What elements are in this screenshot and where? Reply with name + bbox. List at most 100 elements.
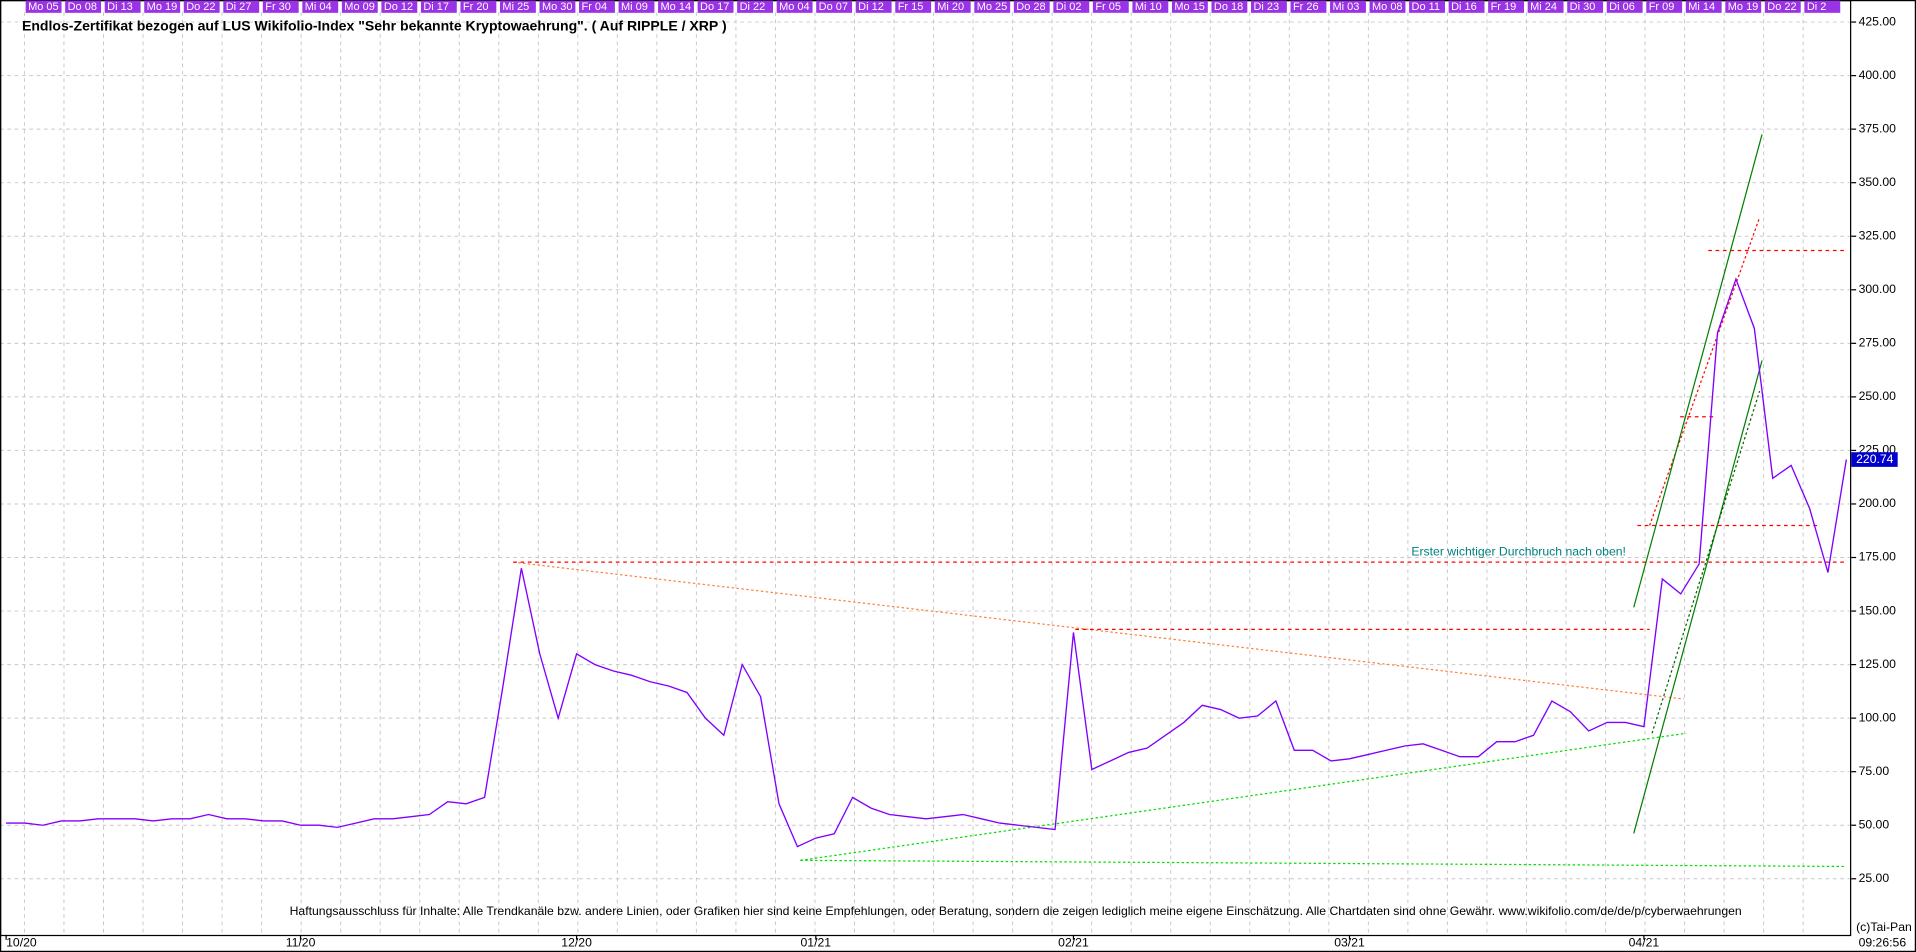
trend-line xyxy=(1649,217,1761,526)
channel-line xyxy=(1651,390,1761,734)
day-label: Mi 09 xyxy=(621,1,648,13)
day-label: Do 18 xyxy=(1214,1,1243,13)
y-tick-label: 275.00 xyxy=(1859,336,1897,350)
day-label: Fr 15 xyxy=(898,1,924,13)
day-label: Di 16 xyxy=(1451,1,1477,13)
day-label-bg xyxy=(974,0,1011,13)
chart-title: Endlos-Zertifikat bezogen auf LUS Wikifo… xyxy=(22,18,727,34)
day-label: Di 27 xyxy=(226,1,252,13)
day-label-bg xyxy=(104,0,141,13)
day-label-bg xyxy=(183,0,220,13)
day-label: Do 22 xyxy=(1767,1,1796,13)
day-label-bg xyxy=(262,0,299,13)
day-label: Fr 26 xyxy=(1293,1,1319,13)
day-label-bg xyxy=(618,0,655,13)
y-tick-label: 200.00 xyxy=(1859,496,1897,510)
day-label-bg xyxy=(1013,0,1050,13)
day-label-bg xyxy=(895,0,932,13)
y-tick-label: 250.00 xyxy=(1859,389,1897,403)
day-label: Di 22 xyxy=(740,1,766,13)
y-tick-label: 375.00 xyxy=(1859,121,1897,135)
day-label-bg xyxy=(1448,0,1485,13)
day-label-bg xyxy=(1725,0,1762,13)
day-label: Mo 14 xyxy=(661,1,692,13)
day-label-bg xyxy=(144,0,181,13)
day-label-bg xyxy=(697,0,734,13)
day-label: Do 07 xyxy=(819,1,848,13)
y-tick-label: 150.00 xyxy=(1859,603,1897,617)
day-label: Di 06 xyxy=(1609,1,1635,13)
day-label-bg xyxy=(420,0,457,13)
day-label-bg xyxy=(1567,0,1604,13)
day-label: Mo 30 xyxy=(542,1,573,13)
day-label-bg xyxy=(1764,0,1801,13)
day-label: Di 12 xyxy=(858,1,884,13)
day-label-bg xyxy=(816,0,853,13)
day-label: Mo 04 xyxy=(779,1,810,13)
last-value-bg xyxy=(1851,452,1898,467)
last-value-label: 220.74 xyxy=(1856,452,1894,466)
y-tick-label: 175.00 xyxy=(1859,550,1897,564)
day-label: Mo 09 xyxy=(344,1,375,13)
day-label: Fr 19 xyxy=(1491,1,1517,13)
day-label-bg xyxy=(1171,0,1208,13)
x-tick-label: 12/20 xyxy=(561,936,592,950)
day-label-bg xyxy=(658,0,694,13)
day-label-bg xyxy=(302,0,339,13)
day-label: Do 08 xyxy=(68,1,97,13)
disclaimer: Haftungsausschluss für Inhalte: Alle Tre… xyxy=(290,904,1742,918)
trend-lines xyxy=(513,134,1848,868)
day-label: Di 02 xyxy=(1056,1,1082,13)
x-tick-label: 11/20 xyxy=(286,936,316,950)
day-label-bg xyxy=(499,0,536,13)
day-label: Do 28 xyxy=(1016,1,1045,13)
day-label-bg xyxy=(460,0,497,13)
y-tick-label: 100.00 xyxy=(1859,710,1897,724)
day-label: Mi 10 xyxy=(1135,1,1162,13)
price-line xyxy=(6,277,1848,848)
grid xyxy=(0,12,1852,935)
day-label-bg xyxy=(1132,0,1169,13)
x-tick-label: 03/21 xyxy=(1334,936,1365,950)
day-label-bg xyxy=(25,0,62,13)
time-label: 09:26:56 xyxy=(1859,936,1907,950)
day-label-bg xyxy=(539,0,576,13)
x-tick-label: 01/21 xyxy=(801,936,832,950)
y-tick-label: 25.00 xyxy=(1859,871,1890,885)
x-tick-label: 02/21 xyxy=(1058,936,1089,950)
day-label: Mi 25 xyxy=(502,1,529,13)
day-label: Fr 05 xyxy=(1095,1,1121,13)
day-label: Fr 20 xyxy=(463,1,489,13)
y-tick-label: 325.00 xyxy=(1859,228,1897,242)
y-tick-label: 50.00 xyxy=(1859,817,1890,831)
y-tick-label: 75.00 xyxy=(1859,764,1890,778)
day-label-bg xyxy=(341,0,378,13)
day-label: Di 23 xyxy=(1253,1,1279,13)
day-label-bg xyxy=(776,0,813,13)
day-label-bg xyxy=(1685,0,1722,13)
day-label: Mi 24 xyxy=(1530,1,1557,13)
day-label: Mo 25 xyxy=(977,1,1008,13)
day-label: Di 2 xyxy=(1807,1,1827,13)
day-label-bg xyxy=(381,0,418,13)
day-label-bg xyxy=(1250,0,1287,13)
day-label: Mi 04 xyxy=(305,1,332,13)
day-label-bg xyxy=(65,0,102,13)
day-label-bg xyxy=(1290,0,1327,13)
day-label-bg xyxy=(1646,0,1683,13)
day-label: Mi 20 xyxy=(937,1,964,13)
channel-line xyxy=(1633,360,1763,834)
day-label: Fr 30 xyxy=(265,1,291,13)
day-label-bg xyxy=(1804,0,1841,13)
day-label-bg xyxy=(855,0,892,13)
day-label-bg xyxy=(1488,0,1525,13)
day-label: Mo 19 xyxy=(147,1,178,13)
day-label: Di 30 xyxy=(1570,1,1596,13)
day-label: Do 17 xyxy=(700,1,729,13)
day-label-bg xyxy=(579,0,615,13)
day-label-bg xyxy=(737,0,774,13)
day-label-bg xyxy=(934,0,971,13)
